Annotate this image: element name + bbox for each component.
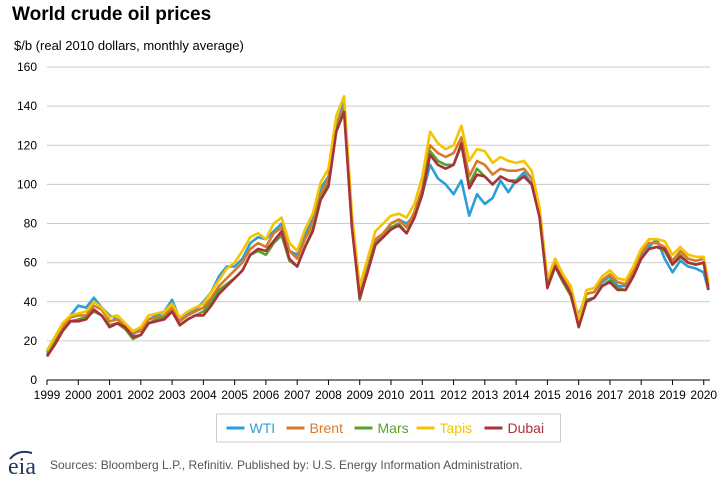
x-tick-label: 2005 (221, 388, 248, 402)
chart-title: World crude oil prices (12, 4, 212, 25)
x-tick-label: 2009 (346, 388, 373, 402)
x-tick-label: 2016 (565, 388, 592, 402)
x-tick-label: 2000 (65, 388, 92, 402)
x-tick-label: 2006 (253, 388, 280, 402)
x-tick-label: 2010 (378, 388, 405, 402)
legend-label-dubai: Dubai (508, 420, 545, 436)
y-tick-label: 40 (24, 295, 38, 309)
y-tick-label: 120 (17, 138, 37, 152)
series-line-brent (45, 104, 710, 354)
y-tick-label: 0 (30, 373, 37, 387)
x-tick-label: 2013 (471, 388, 498, 402)
series-line-wti (45, 100, 710, 352)
y-tick-label: 140 (17, 99, 37, 113)
y-tick-label: 60 (24, 256, 38, 270)
x-tick-label: 2017 (597, 388, 624, 402)
y-tick-label: 20 (24, 334, 38, 348)
y-tick-label: 160 (17, 60, 37, 74)
x-tick-label: 1999 (34, 388, 61, 402)
legend (216, 413, 561, 443)
legend-label-tapis: Tapis (440, 420, 473, 436)
x-tick-label: 2011 (409, 388, 435, 402)
x-tick-label: 2004 (190, 388, 217, 402)
svg-text:eia: eia (8, 454, 36, 477)
series-line-tapis (45, 95, 710, 352)
legend-label-brent: Brent (310, 420, 344, 436)
x-tick-label: 2012 (440, 388, 467, 402)
legend-label-mars: Mars (378, 420, 409, 436)
series-line-dubai (45, 110, 710, 358)
x-tick-label: 2007 (284, 388, 311, 402)
x-tick-label: 2008 (315, 388, 342, 402)
x-tick-label: 2020 (690, 388, 717, 402)
source-note: Sources: Bloomberg L.P., Refinitiv. Publ… (50, 458, 523, 472)
y-tick-label: 100 (17, 177, 37, 191)
x-tick-label: 2014 (503, 388, 530, 402)
x-tick-label: 2015 (534, 388, 561, 402)
x-tick-label: 2002 (127, 388, 154, 402)
y-tick-label: 80 (24, 217, 38, 231)
legend-label-wti: WTI (250, 420, 276, 436)
x-tick-label: 2018 (628, 388, 655, 402)
eia-logo: eia (8, 450, 36, 477)
x-tick-label: 2001 (96, 388, 123, 402)
x-tick-label: 2003 (159, 388, 186, 402)
x-tick-label: 2019 (659, 388, 686, 402)
y-axis-label: $/b (real 2010 dollars, monthly average) (14, 38, 244, 53)
